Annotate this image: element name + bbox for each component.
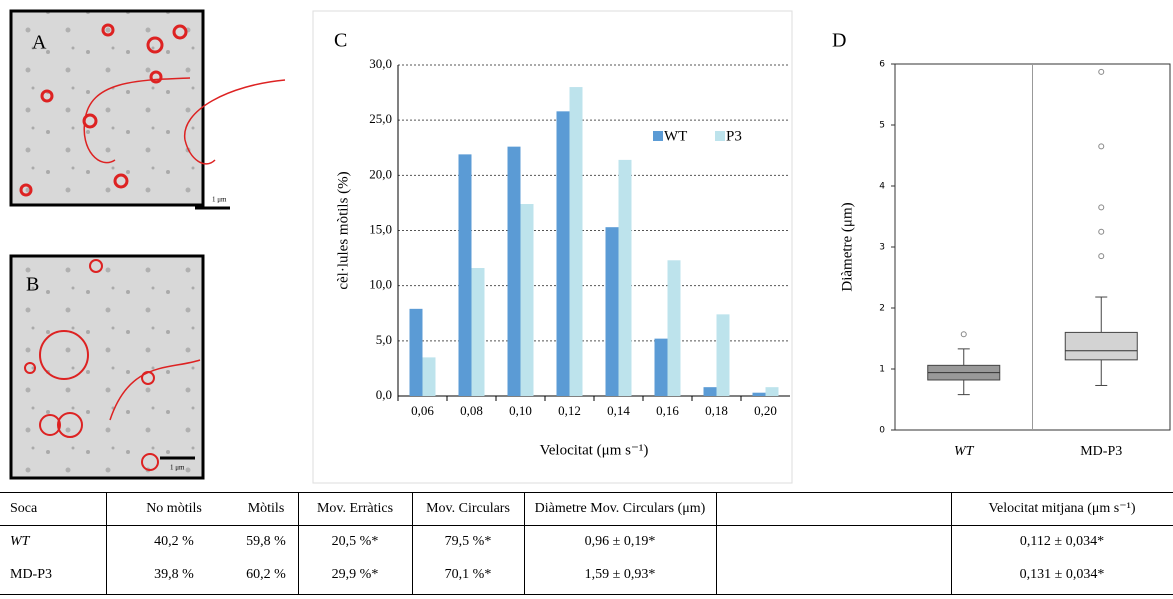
table-divider [716, 493, 717, 594]
table-cell: 0,112 ± 0,034* [1019, 534, 1105, 549]
table-rule [0, 594, 1173, 595]
x-tick-label: 0,18 [705, 403, 728, 418]
y-tick-label: 10,0 [369, 277, 392, 292]
table-divider [298, 493, 299, 594]
table-cell: 39,8 % [154, 567, 194, 582]
table-cell: 79,5 %* [444, 534, 492, 549]
table-cell: 60,2 % [246, 567, 286, 582]
box [1064, 331, 1138, 361]
table-cell: 0,131 ± 0,034* [1019, 567, 1105, 582]
table-cell: 59,8 % [246, 534, 286, 549]
table-divider [524, 493, 525, 594]
y-tick-label: 15,0 [369, 221, 392, 236]
table-cell: 40,2 % [154, 534, 194, 549]
table-cell: No mòtils [146, 501, 202, 516]
y-tick-label: 1 [879, 365, 885, 375]
table-cell: MD-P3 [10, 567, 53, 582]
bar [422, 357, 436, 396]
table-cell: Diàmetre Mov. Circulars (μm) [534, 501, 706, 516]
legend-label: P3 [726, 128, 742, 144]
y-tick-label: 6 [879, 60, 885, 70]
y-tick-label: 4 [879, 182, 885, 192]
outlier [1098, 68, 1105, 75]
table-cell: Mov. Circulars [426, 501, 510, 516]
bar [752, 392, 766, 396]
bar [520, 204, 534, 396]
table-cell: 29,9 %* [331, 567, 379, 582]
y-tick-label: 3 [879, 243, 885, 253]
panel-label: C [334, 30, 347, 52]
legend-swatch [715, 131, 725, 141]
bar [507, 146, 521, 396]
image-label: B [26, 274, 39, 296]
panel-frame [312, 10, 793, 484]
table-rule [0, 492, 1173, 493]
legend-swatch [653, 131, 663, 141]
y-tick-label: 20,0 [369, 166, 392, 181]
table-cell: WT [10, 534, 30, 549]
x-tick-label: MD-P3 [1080, 444, 1122, 459]
table-cell: 70,1 %* [444, 567, 492, 582]
outlier [960, 331, 967, 338]
table-rule [0, 525, 1173, 526]
bar [667, 260, 681, 396]
panel-label: D [832, 30, 846, 52]
outlier [1098, 228, 1105, 235]
bar [556, 111, 570, 396]
x-tick-label: 0,20 [754, 403, 777, 418]
x-tick-label: 0,06 [411, 403, 434, 418]
bar [458, 154, 472, 396]
bar [471, 268, 485, 396]
table-divider [412, 493, 413, 594]
bar [654, 338, 668, 396]
outlier [1098, 253, 1105, 260]
outlier [1098, 143, 1105, 150]
y-tick-label: 25,0 [369, 111, 392, 126]
table-cell: Mov. Erràtics [316, 501, 394, 516]
image-a: A 1 μm [9, 9, 286, 210]
bar [765, 387, 779, 396]
x-tick-label: 0,12 [558, 403, 581, 418]
y-axis-label: cèl·lules mòtils (%) [335, 171, 351, 289]
table-cell: 20,5 %* [331, 534, 379, 549]
y-tick-label: 0,0 [376, 387, 392, 402]
bar [569, 87, 583, 397]
y-tick-label: 5,0 [376, 332, 392, 347]
table-cell: 0,96 ± 0,19* [584, 534, 656, 549]
table-cell: 1,59 ± 0,93* [584, 567, 656, 582]
bar [703, 387, 717, 396]
outlier [1098, 204, 1105, 211]
x-tick-label: 0,08 [460, 403, 483, 418]
y-tick-label: 5 [879, 121, 885, 131]
bar [716, 314, 730, 396]
scale-label: 1 μm [212, 196, 227, 204]
y-tick-label: 0 [879, 426, 885, 436]
table-divider [106, 493, 107, 594]
image-b: B 1 μm [9, 254, 205, 480]
figure: A 1 μm B 1 μm C0,05,010,015,020,025,030,… [9, 9, 1171, 484]
x-tick-label: WT [954, 444, 975, 459]
image-label: A [32, 32, 47, 54]
bar [605, 227, 619, 396]
y-tick-label: 2 [879, 304, 885, 314]
x-tick-label: 0,16 [656, 403, 679, 418]
x-tick-label: 0,14 [607, 403, 630, 418]
bar [618, 159, 632, 396]
bar [409, 308, 423, 396]
table-cell: Velocitat mitjana (μm s⁻¹) [988, 501, 1136, 516]
x-axis-label: Velocitat (μm s⁻¹) [540, 442, 649, 458]
table-cell: Soca [10, 501, 38, 516]
y-axis-label: Diàmetre (μm) [839, 202, 855, 291]
x-tick-label: 0,10 [509, 403, 532, 418]
table-cell: Mòtils [247, 501, 285, 516]
scale-label: 1 μm [170, 464, 185, 472]
table-divider [951, 493, 952, 594]
y-tick-label: 30,0 [369, 56, 392, 71]
legend-label: WT [664, 128, 687, 144]
